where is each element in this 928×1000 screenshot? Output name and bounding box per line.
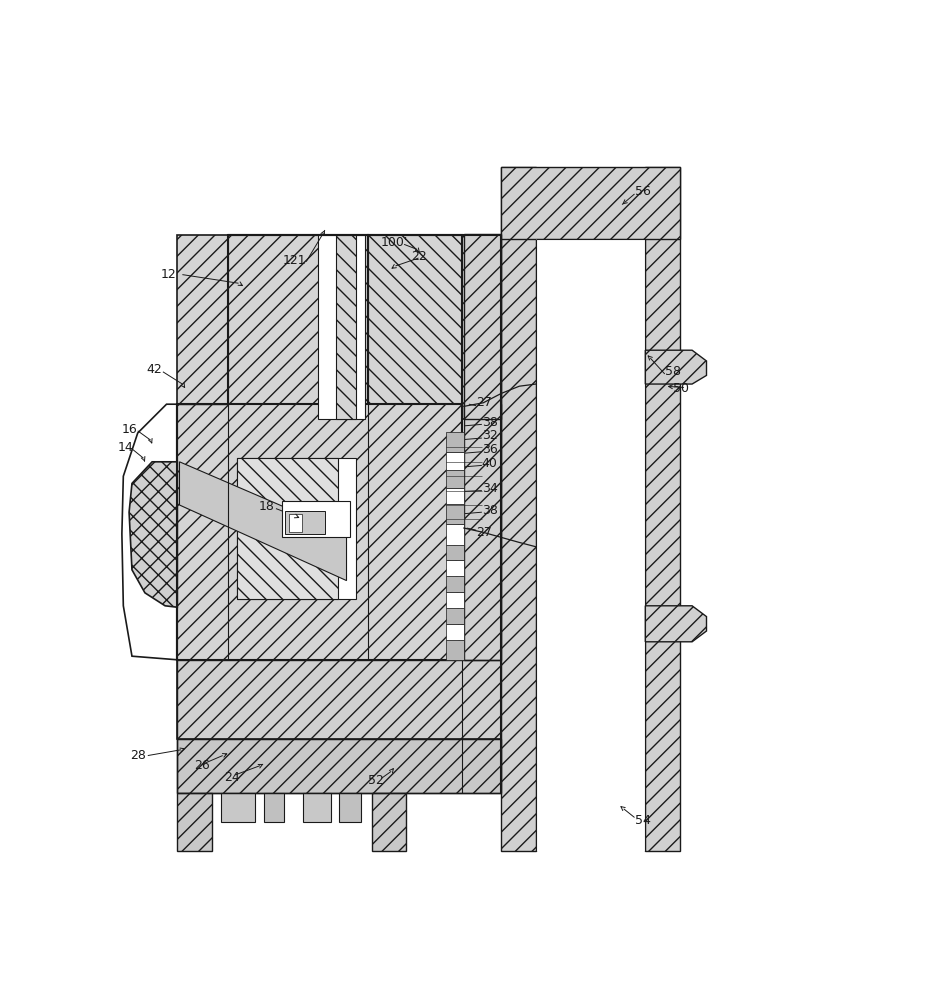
Bar [445,592,463,608]
Bar [501,167,679,239]
Text: 36: 36 [482,443,497,456]
Bar [445,576,463,592]
Text: 32: 32 [482,429,497,442]
Bar [227,235,367,419]
Polygon shape [645,350,705,384]
Text: 24: 24 [224,771,239,784]
Bar [445,640,463,660]
Text: 27: 27 [475,526,492,539]
Text: 14: 14 [118,441,134,454]
Bar [220,793,255,822]
Bar [237,458,355,599]
Bar [177,660,501,739]
Text: 50: 50 [672,382,688,395]
Text: 22: 22 [411,250,427,263]
Text: 18: 18 [258,500,275,513]
Bar [445,452,463,470]
Text: 52: 52 [367,774,383,787]
Bar [445,624,463,640]
Bar [264,793,284,822]
Bar [645,167,679,851]
Bar [463,234,501,419]
Bar [535,239,645,851]
Text: 27: 27 [475,396,492,409]
Bar [335,235,355,419]
Text: 38: 38 [482,416,497,429]
Bar [501,167,535,851]
Bar [317,235,364,419]
Bar [285,511,325,534]
Bar [303,793,330,822]
Bar [177,793,212,851]
Bar [177,404,461,660]
Bar [463,404,501,660]
Text: 121: 121 [283,254,306,267]
Bar [445,504,463,524]
Text: 12: 12 [161,268,176,281]
Bar [445,560,463,576]
Bar [237,458,338,599]
Text: 34: 34 [482,482,497,495]
Bar [445,488,463,504]
Bar [445,608,463,624]
Text: 16: 16 [122,423,137,436]
Polygon shape [179,462,346,581]
Text: 40: 40 [482,457,497,470]
Bar [367,235,461,419]
Bar [281,501,350,537]
Text: 28: 28 [130,749,147,762]
Text: 38: 38 [482,504,497,517]
Text: 54: 54 [634,814,650,827]
Polygon shape [129,462,177,607]
Text: 56: 56 [634,185,650,198]
Bar [289,514,302,532]
Bar [461,235,501,419]
Bar [445,470,463,488]
Text: 26: 26 [194,759,210,772]
Bar [445,524,463,545]
Bar [177,235,227,404]
Polygon shape [645,606,705,642]
Bar [445,545,463,560]
Text: 42: 42 [147,363,162,376]
Text: 100': 100' [380,236,408,249]
Bar [339,793,360,822]
Bar [445,432,463,452]
Bar [371,793,406,851]
Bar [177,739,501,793]
Text: 58: 58 [664,365,680,378]
